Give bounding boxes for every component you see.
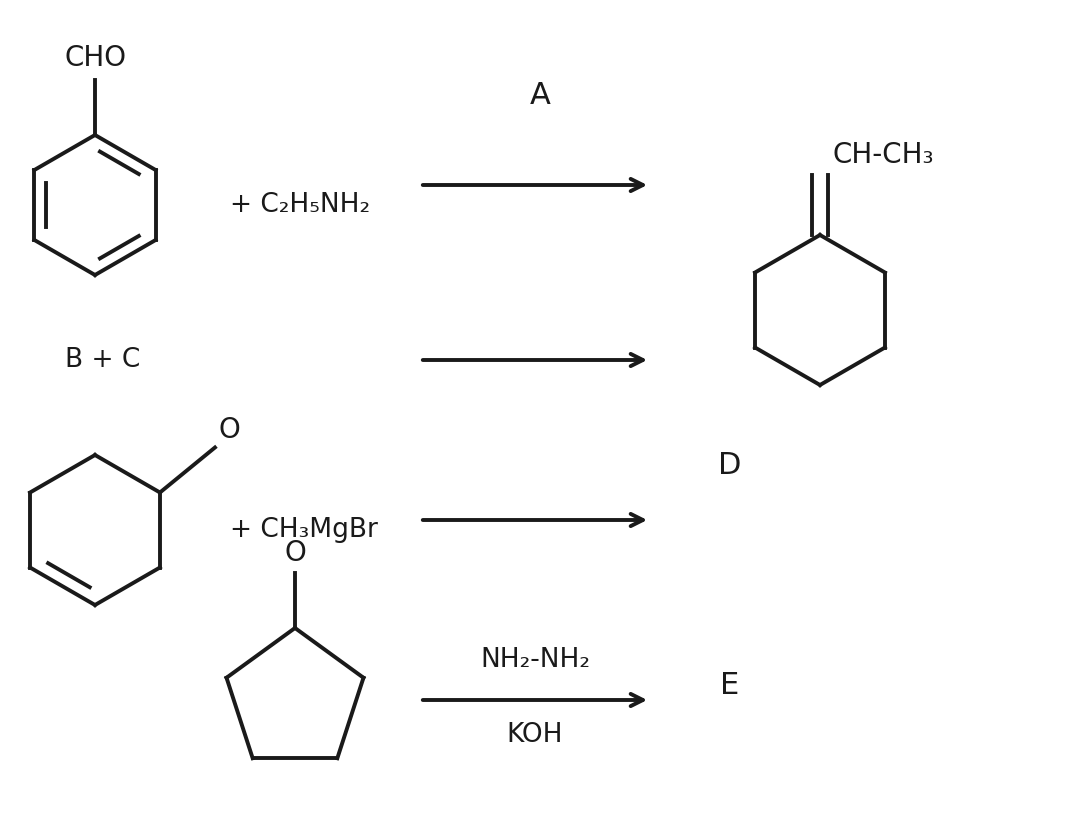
- Text: D: D: [719, 450, 742, 480]
- Text: E: E: [721, 671, 740, 699]
- Text: B + C: B + C: [66, 347, 141, 373]
- Text: NH₂-NH₂: NH₂-NH₂: [480, 647, 590, 673]
- Text: A: A: [529, 81, 551, 109]
- Text: O: O: [219, 415, 241, 444]
- Text: + CH₃MgBr: + CH₃MgBr: [230, 517, 378, 543]
- Text: CHO: CHO: [64, 44, 126, 72]
- Text: O: O: [285, 539, 306, 567]
- Text: KOH: KOH: [507, 722, 563, 748]
- Text: CH-CH₃: CH-CH₃: [832, 141, 933, 169]
- Text: + C₂H₅NH₂: + C₂H₅NH₂: [230, 192, 371, 218]
